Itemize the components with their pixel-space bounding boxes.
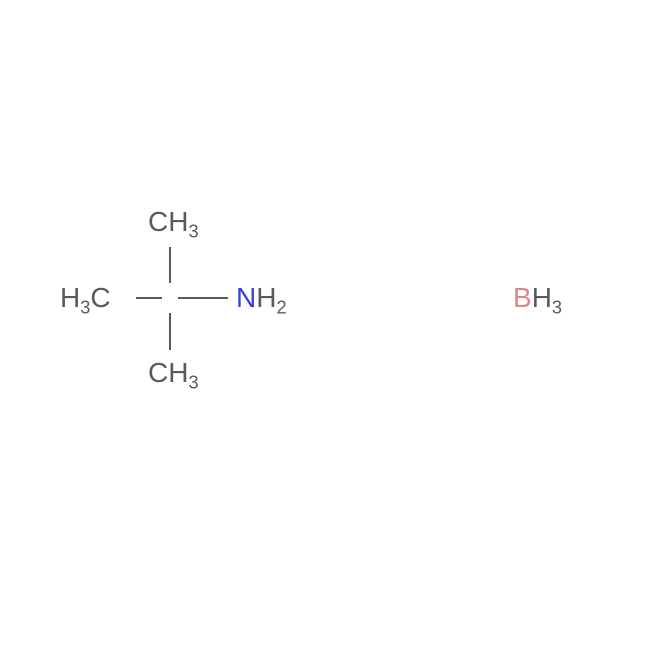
ch3-bottom-sub: 3 bbox=[188, 373, 198, 393]
chemical-structure-canvas: CH3 H3C CH3 NH2 BH3 bbox=[0, 0, 650, 650]
nh2-sub: 2 bbox=[276, 298, 286, 318]
label-nh2: NH2 bbox=[236, 284, 287, 312]
ch3-bottom-text: CH bbox=[148, 357, 188, 388]
bh3-sub: 3 bbox=[552, 298, 562, 318]
h3c-left-presub: 3 bbox=[80, 298, 90, 318]
ch3-top-text: CH bbox=[148, 206, 188, 237]
label-ch3-top: CH3 bbox=[148, 208, 199, 236]
bond-layer bbox=[0, 0, 650, 650]
h3c-left-pre: H bbox=[60, 282, 80, 313]
bh3-B: B bbox=[513, 282, 532, 313]
bh3-H: H bbox=[532, 282, 552, 313]
nh2-H: H bbox=[256, 282, 276, 313]
label-ch3-bottom: CH3 bbox=[148, 359, 199, 387]
ch3-top-sub: 3 bbox=[188, 222, 198, 242]
h3c-left-text: C bbox=[90, 282, 110, 313]
nh2-N: N bbox=[236, 282, 256, 313]
label-h3c-left: H3C bbox=[60, 284, 111, 312]
label-bh3: BH3 bbox=[513, 284, 562, 312]
